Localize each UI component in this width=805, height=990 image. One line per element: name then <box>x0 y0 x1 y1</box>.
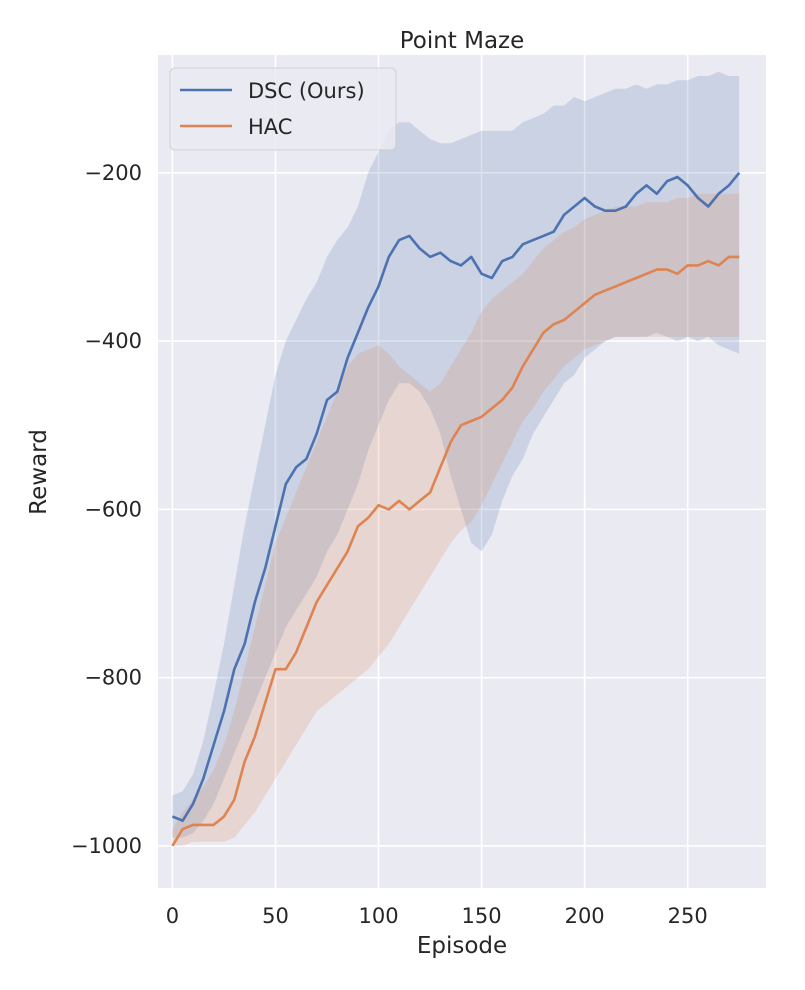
y-tick-label: −1000 <box>71 834 142 858</box>
chart-title: Point Maze <box>400 28 525 54</box>
line-dsc <box>171 171 741 823</box>
y-tick-label: −800 <box>84 666 142 690</box>
x-axis-title: Episode <box>417 933 507 959</box>
confidence-bands <box>172 71 740 846</box>
series-lines <box>171 171 741 847</box>
y-axis-title: Reward <box>26 429 52 515</box>
line-hac <box>171 255 740 847</box>
y-tick-label: −400 <box>84 329 142 353</box>
legend-label-dsc: DSC (Ours) <box>248 79 365 103</box>
grid-lines <box>158 55 766 888</box>
x-tick-labels: 0 50 100 150 200 250 <box>166 904 708 928</box>
x-tick-label: 50 <box>262 904 289 928</box>
y-tick-label: −600 <box>84 497 142 521</box>
legend-box <box>169 67 397 151</box>
legend-label-hac: HAC <box>248 115 292 139</box>
y-tick-label: −200 <box>84 161 142 185</box>
plot-background <box>158 55 766 888</box>
x-tick-label: 0 <box>166 904 179 928</box>
y-tick-labels: −1000 −800 −600 −400 −200 <box>71 161 142 858</box>
x-tick-label: 200 <box>565 904 605 928</box>
legend: DSC (Ours) HAC <box>169 67 397 151</box>
x-tick-label: 100 <box>358 904 398 928</box>
band-hac <box>172 193 740 846</box>
x-tick-label: 250 <box>668 904 708 928</box>
band-dsc <box>172 71 740 838</box>
x-tick-label: 150 <box>462 904 502 928</box>
